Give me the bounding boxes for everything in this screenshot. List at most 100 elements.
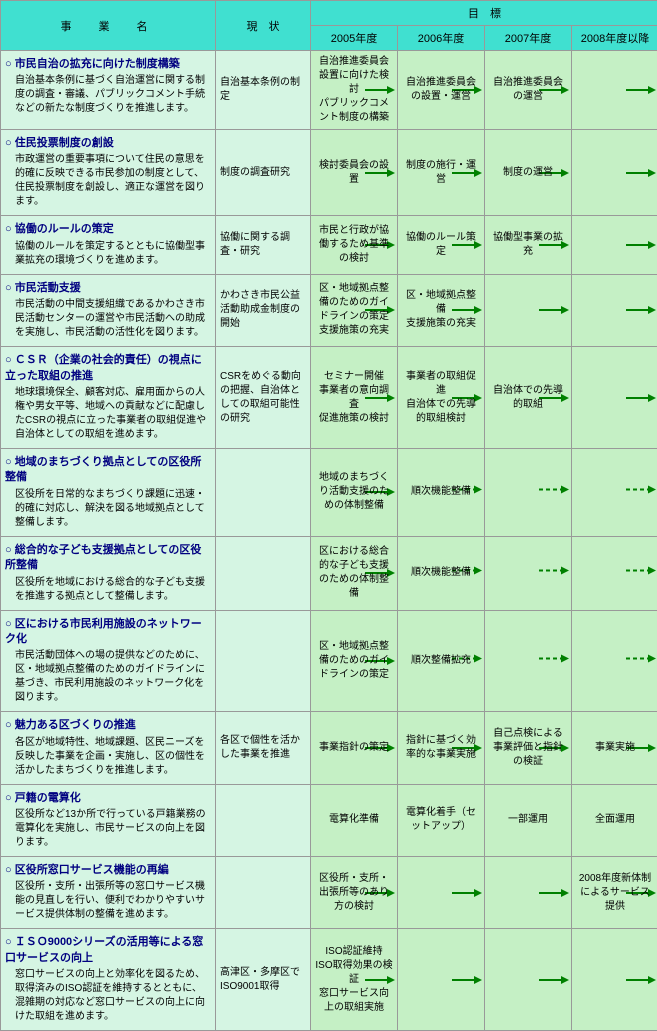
current-cell: 自治基本条例の制定	[216, 51, 311, 130]
header-year-2008: 2008年度以降	[572, 26, 657, 51]
year-cell	[398, 929, 485, 1031]
business-desc: 区役所・支所・出張所等の窓口サービス機能の見直しを行い、便利でわかりやすいサービ…	[5, 880, 211, 922]
year-text: 電算化準備	[315, 813, 393, 827]
year-cell: 区・地域拠点整備のためのガイドラインの策定支援施策の充実	[311, 274, 398, 346]
business-title: 地域のまちづくり拠点としての区役所整備	[5, 455, 211, 486]
current-cell: 協働に関する調査・研究	[216, 216, 311, 274]
current-cell: 高津区・多摩区でISO9001取得	[216, 929, 311, 1031]
business-title: 戸籍の電算化	[5, 791, 211, 806]
year-cell	[485, 857, 572, 929]
year-text: 事業指針の策定	[315, 741, 393, 755]
year-cell: 自治体での先導的取組	[485, 347, 572, 449]
business-desc: 協働のルールを策定するとともに協働型事業拡充の環境づくりを進めます。	[5, 240, 211, 268]
business-desc: 各区が地域特性、地域課題、区民ニーズを反映した事業を企画・実施し、区の個性を活か…	[5, 736, 211, 778]
year-text: 指針に基づく効率的な事業実施	[402, 734, 480, 762]
year-cell	[485, 610, 572, 712]
year-text: 事業者の取組促進自治体での先導的取組検討	[402, 370, 480, 426]
business-desc: 区役所を地域における総合的な子ども支援を推進する拠点として整備します。	[5, 576, 211, 604]
business-cell: 区役所窓口サービス機能の再編区役所・支所・出張所等の窓口サービス機能の見直しを行…	[1, 857, 216, 929]
business-title: 市民活動支援	[5, 281, 211, 296]
business-cell: 総合的な子ども支援拠点としての区役所整備区役所を地域における総合的な子ども支援を…	[1, 536, 216, 610]
year-cell: 電算化着手（セットアップ）	[398, 784, 485, 856]
year-cell: 制度の施行・運営	[398, 130, 485, 216]
year-cell: 事業実施	[572, 712, 657, 784]
year-text: 一部運用	[489, 813, 567, 827]
table-row: 協働のルールの策定協働のルールを策定するとともに協働型事業拡充の環境づくりを進め…	[1, 216, 657, 274]
header-year-2005: 2005年度	[311, 26, 398, 51]
current-cell: かわさき市民公益活動助成金制度の開始	[216, 274, 311, 346]
business-cell: 協働のルールの策定協働のルールを策定するとともに協働型事業拡充の環境づくりを進め…	[1, 216, 216, 274]
table-row: 市民自治の拡充に向けた制度構築自治基本条例に基づく自治運営に関する制度の調査・審…	[1, 51, 657, 130]
year-text: 区役所・支所・出張所等のあり方の検討	[315, 872, 393, 914]
business-title: 区における市民利用施設のネットワーク化	[5, 617, 211, 648]
table-row: ＣＳＲ（企業の社会的責任）の視点に立った取組の推進地球環境保全、顧客対応、雇用面…	[1, 347, 657, 449]
year-text: セミナー開催事業者の意向調査促進施策の検討	[315, 370, 393, 426]
year-cell: 区・地域拠点整備支援施策の充実	[398, 274, 485, 346]
business-cell: 住民投票制度の創設市政運営の重要事項について住民の意思を的確に反映できる市民参加…	[1, 130, 216, 216]
business-cell: 地域のまちづくり拠点としての区役所整備区役所を日常的なまちづくり課題に迅速・的確…	[1, 448, 216, 536]
year-text: 電算化着手（セットアップ）	[402, 806, 480, 834]
year-cell: 協働型事業の拡充	[485, 216, 572, 274]
year-cell	[572, 448, 657, 536]
year-text: 区・地域拠点整備のためのガイドラインの策定支援施策の充実	[315, 282, 393, 338]
current-cell: 各区で個性を活かした事業を推進	[216, 712, 311, 784]
business-title: 魅力ある区づくりの推進	[5, 718, 211, 733]
header-year-2007: 2007年度	[485, 26, 572, 51]
business-title: 区役所窓口サービス機能の再編	[5, 863, 211, 878]
year-cell: 検討委員会の設置	[311, 130, 398, 216]
year-cell: 一部運用	[485, 784, 572, 856]
year-text: 地域のまちづくり活動支援のための体制整備	[315, 471, 393, 513]
table-row: 区役所窓口サービス機能の再編区役所・支所・出張所等の窓口サービス機能の見直しを行…	[1, 857, 657, 929]
business-desc: 窓口サービスの向上と効率化を図るため、取得済みのISO認証を維持するとともに、混…	[5, 968, 211, 1024]
year-text: 2008年度新体制によるサービス提供	[576, 872, 654, 914]
year-cell: 順次機能整備	[398, 536, 485, 610]
business-desc: 市民活動団体への場の提供などのために、区・地域拠点整備のためのガイドラインに基づ…	[5, 649, 211, 705]
table-row: ＩＳＯ9000シリーズの活用等による窓口サービスの向上窓口サービスの向上と効率化…	[1, 929, 657, 1031]
business-title: 市民自治の拡充に向けた制度構築	[5, 57, 211, 72]
current-cell	[216, 857, 311, 929]
table-row: 総合的な子ども支援拠点としての区役所整備区役所を地域における総合的な子ども支援を…	[1, 536, 657, 610]
year-text: 自治体での先導的取組	[489, 384, 567, 412]
year-cell	[572, 610, 657, 712]
table-row: 戸籍の電算化区役所など13か所で行っている戸籍業務の電算化を実施し、市民サービス…	[1, 784, 657, 856]
header-current: 現 状	[216, 1, 311, 51]
year-text: 市民と行政が協働するため基準の検討	[315, 224, 393, 266]
year-text: 事業実施	[576, 741, 654, 755]
year-text: 順次整備拡充	[402, 654, 480, 668]
year-text: 制度の運営	[489, 166, 567, 180]
year-cell	[572, 216, 657, 274]
business-desc: 市政運営の重要事項について住民の意思を的確に反映できる市民参加の制度として、住民…	[5, 153, 211, 209]
year-cell: 指針に基づく効率的な事業実施	[398, 712, 485, 784]
year-cell: 全面運用	[572, 784, 657, 856]
current-cell: 制度の調査研究	[216, 130, 311, 216]
business-cell: 市民自治の拡充に向けた制度構築自治基本条例に基づく自治運営に関する制度の調査・審…	[1, 51, 216, 130]
year-text: 自治推進委員会の運営	[489, 76, 567, 104]
business-title: 総合的な子ども支援拠点としての区役所整備	[5, 543, 211, 574]
year-cell: 区における総合的な子ども支援のための体制整備	[311, 536, 398, 610]
plan-table: 事 業 名 現 状 目 標 2005年度 2006年度 2007年度 2008年…	[0, 0, 657, 1031]
year-cell	[572, 929, 657, 1031]
year-text: 自治推進委員会設置に向けた検討パブリックコメント制度の構築	[315, 55, 393, 125]
year-cell: 電算化準備	[311, 784, 398, 856]
year-text: 区・地域拠点整備のためのガイドラインの策定	[315, 640, 393, 682]
business-cell: ＩＳＯ9000シリーズの活用等による窓口サービスの向上窓口サービスの向上と効率化…	[1, 929, 216, 1031]
year-cell: 順次整備拡充	[398, 610, 485, 712]
year-cell: 事業者の取組促進自治体での先導的取組検討	[398, 347, 485, 449]
business-desc: 自治基本条例に基づく自治運営に関する制度の調査・審議、パブリックコメント手続など…	[5, 74, 211, 116]
year-text: 順次機能整備	[402, 566, 480, 580]
year-text: ISO認証維持ISO取得効果の検証窓口サービス向上の取組実施	[315, 945, 393, 1015]
current-cell	[216, 536, 311, 610]
year-cell: 区役所・支所・出張所等のあり方の検討	[311, 857, 398, 929]
business-cell: 魅力ある区づくりの推進各区が地域特性、地域課題、区民ニーズを反映した事業を企画・…	[1, 712, 216, 784]
business-title: 協働のルールの策定	[5, 222, 211, 237]
table-row: 地域のまちづくり拠点としての区役所整備区役所を日常的なまちづくり課題に迅速・的確…	[1, 448, 657, 536]
year-cell: 自己点検による事業評価と指針の検証	[485, 712, 572, 784]
year-cell: 2008年度新体制によるサービス提供	[572, 857, 657, 929]
year-cell: 事業指針の策定	[311, 712, 398, 784]
year-text: 協働のルール策定	[402, 231, 480, 259]
year-text: 全面運用	[576, 813, 654, 827]
year-cell: 区・地域拠点整備のためのガイドラインの策定	[311, 610, 398, 712]
table-row: 市民活動支援市民活動の中間支援組織であるかわさき市民活動センターの運営や市民活動…	[1, 274, 657, 346]
year-text: 制度の施行・運営	[402, 159, 480, 187]
year-cell	[572, 347, 657, 449]
